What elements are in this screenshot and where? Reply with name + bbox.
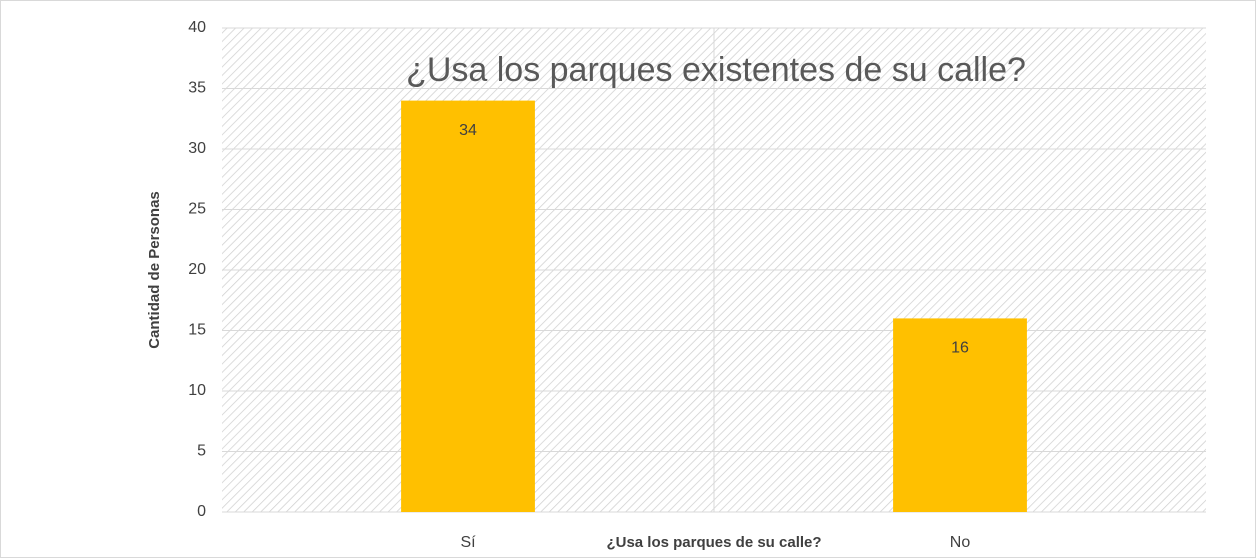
y-tick-label: 10 — [188, 382, 206, 399]
x-tick-label: Sí — [460, 534, 476, 551]
y-tick-label: 0 — [197, 503, 206, 520]
chart-title: ¿Usa los parques existentes de su calle? — [406, 51, 1026, 89]
y-tick-label: 25 — [188, 201, 206, 218]
y-tick-label: 35 — [188, 80, 206, 97]
y-tick-label: 5 — [197, 443, 206, 460]
data-label: 16 — [951, 340, 969, 357]
x-axis-label: ¿Usa los parques de su calle? — [606, 534, 821, 551]
bar — [893, 318, 1027, 512]
x-tick-label: No — [950, 534, 971, 551]
y-tick-label: 15 — [188, 322, 206, 339]
y-tick-label: 30 — [188, 140, 206, 157]
data-label: 34 — [459, 122, 477, 139]
y-tick-label: 40 — [188, 19, 206, 36]
y-tick-label: 20 — [188, 261, 206, 278]
y-axis-label: Cantidad de Personas — [146, 191, 163, 349]
bar — [401, 100, 535, 512]
